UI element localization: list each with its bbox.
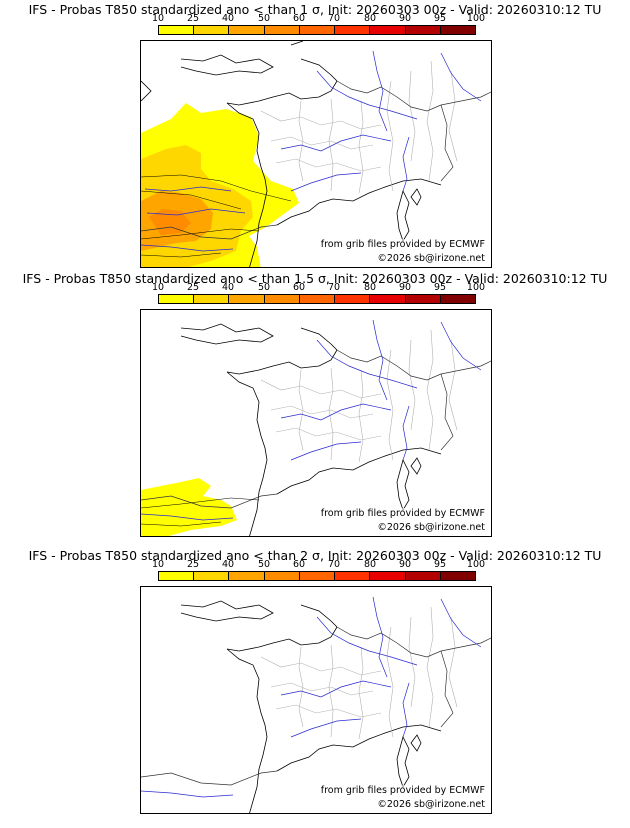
- country-borders: [141, 626, 491, 786]
- scale-tick: 60: [292, 282, 306, 293]
- isolines: [141, 174, 292, 258]
- colorbar-segment: [440, 26, 475, 34]
- scale-tick: 90: [398, 13, 412, 24]
- colorbar-segment: [335, 572, 371, 580]
- copyright-notice: ©2026 sb@irizone.net: [377, 522, 485, 533]
- colorbar-segment: [194, 26, 230, 34]
- scale-tick: 80: [363, 559, 377, 570]
- admin-borders: [260, 606, 458, 740]
- colorbar-segment: [440, 572, 475, 580]
- scale-tick: 40: [221, 282, 235, 293]
- probability-colorbar: [158, 571, 476, 581]
- colorbar-segment: [370, 26, 406, 34]
- panel-title: IFS - Probas T850 standardized ano < tha…: [22, 271, 608, 286]
- scale-tick: 80: [363, 282, 377, 293]
- source-credit: from grib files provided by ECMWF: [320, 785, 485, 796]
- rivers: [141, 596, 482, 798]
- scale-tick: 80: [363, 13, 377, 24]
- colorbar-segment: [264, 572, 300, 580]
- map-canvas: [141, 319, 491, 536]
- scale-tick: 60: [292, 13, 306, 24]
- scale-tick: 100: [466, 13, 486, 24]
- isolines: [141, 497, 260, 527]
- copyright-notice: ©2026 sb@irizone.net: [377, 799, 485, 810]
- probability-colorbar: [158, 294, 476, 304]
- colorbar-segment: [405, 295, 441, 303]
- scale-tick: 25: [186, 282, 200, 293]
- colorbar-segment: [159, 26, 195, 34]
- prob-area-10: [141, 478, 237, 536]
- map-canvas: [141, 41, 491, 267]
- scale-tick: 25: [186, 13, 200, 24]
- colorbar-segment: [194, 295, 230, 303]
- scale-tick: 90: [398, 559, 412, 570]
- map-canvas: [141, 596, 491, 813]
- colorbar-segment: [335, 295, 371, 303]
- rivers: [141, 319, 482, 521]
- map-panel-2: IFS - Probas T850 standardized ano < tha…: [0, 271, 630, 541]
- colorbar-segment: [264, 26, 300, 34]
- scale-tick: 70: [327, 282, 341, 293]
- colorbar-segment: [159, 572, 195, 580]
- panel-title: IFS - Probas T850 standardized ano < tha…: [28, 548, 602, 563]
- panel-title: IFS - Probas T850 standardized ano < tha…: [28, 2, 602, 17]
- prob-area-10: [175, 484, 193, 494]
- scale-tick: 10: [151, 559, 165, 570]
- scale-tick: 100: [466, 559, 486, 570]
- scale-tick: 100: [466, 282, 486, 293]
- probability-colorbar: [158, 25, 476, 35]
- colorbar-segment: [370, 572, 406, 580]
- source-credit: from grib files provided by ECMWF: [320, 508, 485, 519]
- coastlines: [141, 41, 442, 267]
- scale-tick: 10: [151, 13, 165, 24]
- colorbar-segment: [299, 295, 336, 303]
- map-panel-3: IFS - Probas T850 standardized ano < tha…: [0, 548, 630, 818]
- scale-tick: 70: [327, 13, 341, 24]
- probability-scale-labels: 10 25 40 50 60 70 80 90 95 100: [152, 282, 485, 293]
- colorbar-segment: [229, 26, 265, 34]
- colorbar-segment: [440, 295, 475, 303]
- colorbar-segment: [405, 26, 441, 34]
- coastlines: [180, 323, 442, 536]
- scale-tick: 95: [433, 282, 447, 293]
- probability-scale-labels: 10 25 40 50 60 70 80 90 95 100: [152, 559, 485, 570]
- source-credit: from grib files provided by ECMWF: [320, 239, 485, 250]
- colorbar-segment: [370, 295, 406, 303]
- scale-tick: 50: [257, 282, 271, 293]
- scale-tick: 10: [151, 282, 165, 293]
- scale-tick: 40: [221, 559, 235, 570]
- country-borders: [141, 349, 491, 509]
- colorbar-segment: [405, 572, 441, 580]
- probability-map: from grib files provided by ECMWF ©2026 …: [140, 309, 492, 537]
- colorbar-segment: [335, 26, 371, 34]
- colorbar-segment: [299, 572, 336, 580]
- scale-tick: 40: [221, 13, 235, 24]
- probability-scale-labels: 10 25 40 50 60 70 80 90 95 100: [152, 13, 485, 24]
- colorbar-segment: [229, 572, 265, 580]
- colorbar-segment: [229, 295, 265, 303]
- probability-map: from grib files provided by ECMWF ©2026 …: [140, 40, 492, 268]
- scale-tick: 70: [327, 559, 341, 570]
- admin-borders: [260, 60, 458, 194]
- scale-tick: 90: [398, 282, 412, 293]
- colorbar-segment: [159, 295, 195, 303]
- scale-tick: 50: [257, 559, 271, 570]
- scale-tick: 60: [292, 559, 306, 570]
- scale-tick: 50: [257, 13, 271, 24]
- colorbar-segment: [194, 572, 230, 580]
- copyright-notice: ©2026 sb@irizone.net: [377, 253, 485, 264]
- scale-tick: 25: [186, 559, 200, 570]
- map-panel-1: IFS - Probas T850 standardized ano < tha…: [0, 2, 630, 272]
- admin-borders: [260, 329, 458, 463]
- colorbar-segment: [264, 295, 300, 303]
- colorbar-segment: [299, 26, 336, 34]
- rivers: [141, 50, 482, 252]
- coastlines: [180, 600, 442, 813]
- country-borders: [141, 80, 491, 240]
- probability-map: from grib files provided by ECMWF ©2026 …: [140, 586, 492, 814]
- scale-tick: 95: [433, 559, 447, 570]
- scale-tick: 95: [433, 13, 447, 24]
